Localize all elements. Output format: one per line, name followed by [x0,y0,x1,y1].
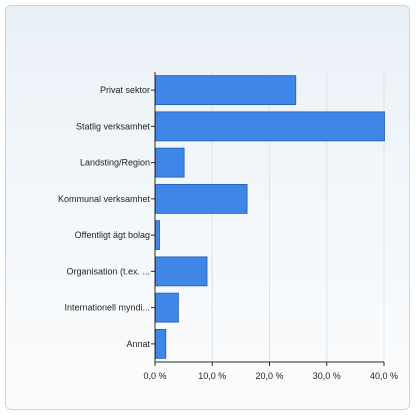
category-label-1: Statlig verksamhet [76,121,151,131]
x-tick-label-4: 40,0 % [370,371,398,381]
bar-0 [155,75,297,106]
x-tick-label-3: 30,0 % [313,371,341,381]
bar-3 [155,183,248,214]
bar-4 [155,220,160,251]
bar-6 [155,292,179,323]
category-label-0: Privat sektor [100,85,150,95]
category-label-5: Organisation (t.ex. ... [66,266,150,276]
bar-7 [155,328,167,359]
x-tick-label-0: 0,0 % [143,371,166,381]
bar-2 [155,147,185,178]
bars [155,75,385,359]
category-label-3: Kommunal verksamhet [58,194,151,204]
category-label-2: Landsting/Region [80,158,150,168]
category-label-7: Annat [126,339,150,349]
bar-1 [155,111,385,142]
bar-5 [155,256,208,287]
x-tick-label-1: 10,0 % [198,371,226,381]
x-tick-label-2: 20,0 % [255,371,283,381]
category-label-4: Offentligt ägt bolag [75,230,150,240]
axes [151,72,385,366]
tick-labels: Privat sektor Statlig verksamhet Landsting… [58,85,398,381]
category-label-6: Internationell myndi... [64,303,150,313]
